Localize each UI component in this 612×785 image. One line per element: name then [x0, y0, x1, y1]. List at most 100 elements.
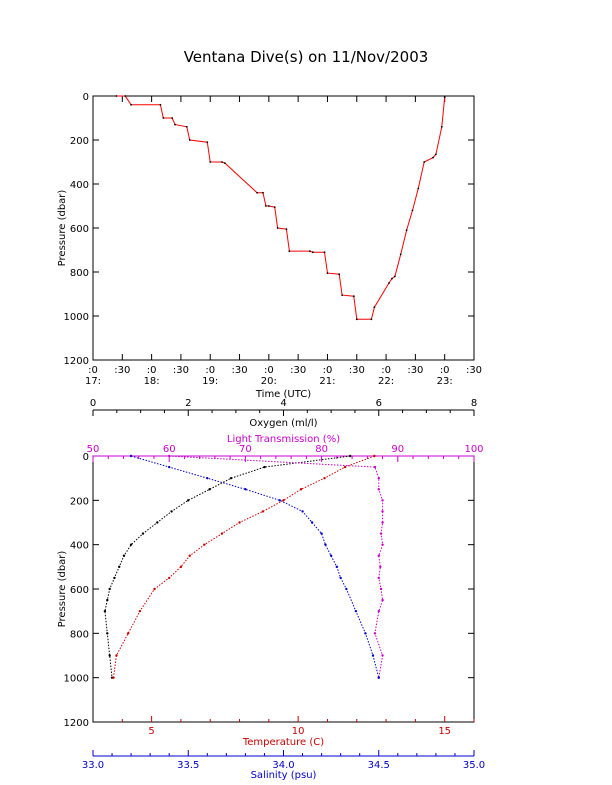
x-axis-label: Time (UTC)	[255, 389, 311, 400]
y-axis-label: Pressure (dbar)	[57, 551, 68, 628]
oxygen-profile-point	[208, 488, 211, 491]
plot1-frame	[92, 95, 475, 361]
depth-point	[308, 250, 311, 253]
light-profile-point	[379, 532, 383, 535]
x-tick-label: :0	[205, 365, 215, 376]
light-tick-label: 50	[87, 444, 100, 455]
plot2-frame	[92, 455, 475, 723]
light-tick-label: 70	[239, 444, 252, 455]
oxygen-profile-point	[170, 510, 173, 513]
depth-point	[285, 228, 288, 231]
light-tick-label: 60	[163, 444, 176, 455]
salinity-profile-point	[364, 632, 367, 635]
x-tick-label: :30	[290, 365, 306, 376]
salinity-profile-point	[377, 676, 380, 679]
depth-point	[311, 251, 314, 254]
temperature-profile-point	[112, 676, 115, 679]
depth-point	[115, 95, 118, 97]
depth-point	[276, 227, 279, 229]
profile-plot: 0 200 400 600 800 1000 1200 Pressure (dbar) 0 2 4 6…	[57, 398, 485, 781]
depth-point	[206, 141, 209, 144]
salinity-tick-label: 33.5	[177, 760, 199, 771]
salinity-profile-point	[206, 476, 209, 480]
depth-point	[262, 191, 264, 194]
depth-point	[130, 103, 133, 106]
depth-point	[256, 191, 259, 194]
depth-point	[352, 295, 355, 298]
depth-point	[393, 275, 396, 278]
salinity-profile-point	[301, 510, 304, 513]
y-tick-label: 800	[70, 629, 89, 640]
light-profile-point	[379, 565, 382, 569]
depth-point	[440, 125, 443, 128]
depth-point	[341, 294, 344, 296]
oxygen-profile-point	[117, 565, 121, 569]
pressure-time-plot: 020040060080010001200:0:30:0:30:0:30:0:3…	[57, 92, 482, 400]
x-tick-label: :30	[114, 365, 130, 376]
y-tick-label: 1000	[64, 312, 89, 323]
light-profile-point	[381, 654, 384, 657]
y-tick-label: 600	[70, 224, 89, 235]
light-profile-point	[377, 476, 380, 480]
y-tick-label: 800	[70, 268, 89, 279]
salinity-profile-point	[168, 465, 171, 469]
temperature-profile-point	[343, 465, 347, 469]
oxygen-profile-point	[122, 554, 126, 557]
oxygen-profile-point	[106, 598, 109, 602]
depth-point	[338, 273, 341, 276]
x-tick-label: :30	[407, 365, 423, 376]
salinity-profile-point	[345, 587, 348, 591]
oxygen-tick-label: 6	[376, 398, 382, 409]
temperature-profile-point	[168, 576, 171, 580]
light-profile-point	[373, 632, 377, 635]
salinity-profile-point	[278, 499, 281, 502]
x-tick-label: :30	[349, 365, 365, 376]
depth-point	[174, 123, 176, 126]
depth-point	[370, 318, 373, 321]
temperature-profile-point	[299, 488, 303, 491]
x-hour-label: 21:	[319, 376, 335, 387]
oxygen-profile-point	[106, 632, 109, 635]
oxygen-profile-point	[129, 543, 133, 546]
depth-point	[405, 229, 408, 232]
x-tick-label: :0	[323, 365, 333, 376]
temperature-profile-point	[238, 521, 241, 524]
depth-point	[355, 318, 358, 321]
y-tick-label: 200	[70, 496, 89, 507]
salinity-profile-point	[354, 609, 358, 613]
depth-point	[288, 250, 291, 253]
x-hour-label: 22:	[378, 376, 394, 387]
temperature-profile-point	[261, 510, 265, 513]
temperature-profile-point	[179, 565, 183, 569]
salinity-profile-point	[310, 521, 314, 524]
y-tick-label: 600	[70, 585, 89, 596]
x-tick-label: :30	[231, 365, 247, 376]
depth-point	[223, 162, 226, 165]
salinity-profile-point	[371, 654, 375, 657]
depth-point	[326, 272, 329, 274]
light-profile-line	[169, 455, 384, 678]
oxygen-profile-point	[141, 532, 145, 535]
depth-point	[432, 156, 434, 159]
light-profile-point	[381, 521, 384, 524]
salinity-axis-label: Salinity (psu)	[251, 770, 317, 781]
depth-point	[162, 117, 165, 119]
y-tick-label: 1200	[64, 718, 89, 729]
depth-point	[209, 161, 212, 163]
temperature-tick-label: 15	[438, 726, 451, 737]
oxygen-profile-point	[187, 499, 190, 502]
salinity-profile-point	[244, 488, 247, 491]
temperature-profile-point	[220, 532, 224, 535]
oxygen-profile-point	[263, 465, 266, 469]
oxygen-profile-point	[348, 454, 352, 458]
y-tick-label: 0	[83, 92, 89, 103]
salinity-tick-label: 33.0	[82, 760, 104, 771]
temperature-profile-point	[138, 609, 142, 613]
oxygen-profile-point	[113, 576, 116, 580]
temperature-profile-point	[126, 632, 130, 635]
temperature-profile-point	[282, 499, 285, 502]
x-hour-label: 20:	[261, 376, 277, 387]
temperature-tick-label: 10	[292, 726, 305, 737]
light-tick-label: 80	[315, 444, 328, 455]
